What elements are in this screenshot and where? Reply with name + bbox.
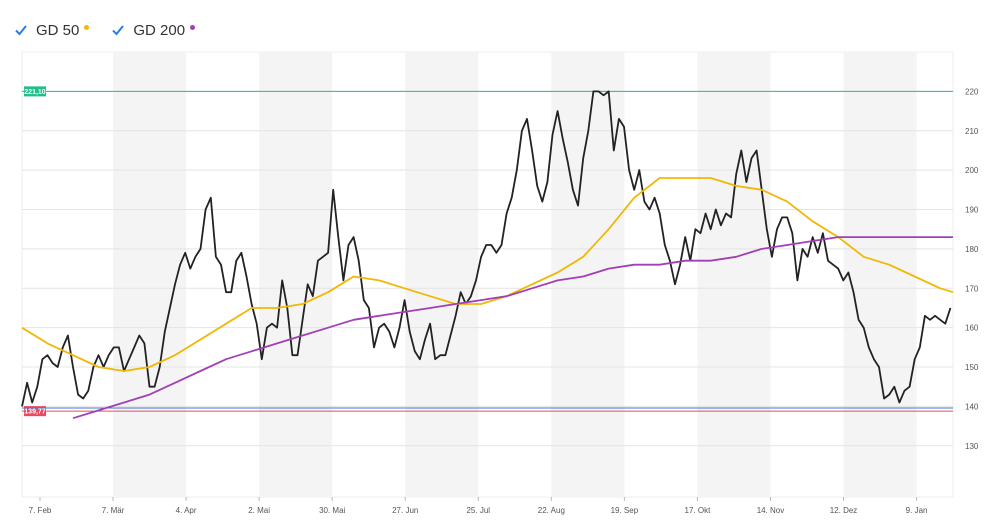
series-line-gd50	[21, 177, 954, 372]
x-tick-label: 7. Feb	[29, 506, 52, 515]
legend-item-gd50[interactable]: GD 50	[14, 21, 90, 39]
y-tick-label: 160	[965, 324, 979, 333]
grid-band	[697, 52, 771, 497]
y-tick-label: 210	[965, 127, 979, 136]
x-tick-label: 27. Jun	[392, 506, 418, 515]
reference-badge-label: 139,77	[24, 409, 46, 416]
x-tick-label: 4. Apr	[176, 506, 197, 515]
checkmark-icon	[112, 25, 125, 36]
y-tick-label: 140	[965, 402, 979, 411]
x-tick-label: 14. Nov	[757, 506, 785, 515]
grid-band	[113, 52, 187, 497]
x-tick-label: 9. Jan	[906, 506, 928, 515]
x-tick-label: 30. Mai	[319, 506, 345, 515]
y-tick-label: 200	[965, 166, 979, 175]
reference-badge	[24, 86, 46, 97]
grid-band	[259, 52, 333, 497]
legend-color-dot	[190, 24, 196, 30]
chart-legend: GD 50 GD 200	[14, 20, 217, 40]
grid-band	[843, 52, 917, 497]
x-tick-label: 12. Dez	[830, 506, 858, 515]
x-tick-label: 19. Sep	[611, 506, 639, 515]
checkmark-icon	[15, 25, 27, 36]
x-tick-label: 22. Aug	[538, 506, 565, 515]
x-tick-label: 7. Mär	[102, 506, 125, 515]
y-tick-label: 170	[965, 284, 979, 293]
reference-badge-label: 221,10	[24, 89, 46, 96]
y-tick-label: 220	[965, 87, 979, 96]
x-tick-label: 25. Jul	[466, 506, 490, 515]
series-line-price	[21, 90, 952, 407]
legend-color-dot	[84, 24, 90, 30]
y-tick-label: 190	[965, 206, 979, 215]
series-line-gd200	[72, 236, 953, 420]
legend-label-gd50: GD 50	[36, 21, 80, 39]
y-tick-label: 180	[965, 245, 979, 254]
x-tick-label: 2. Mai	[248, 506, 270, 515]
legend-item-gd200[interactable]: GD 200	[111, 21, 196, 39]
legend-label-gd200: GD 200	[133, 21, 186, 39]
y-tick-label: 150	[965, 363, 979, 372]
y-tick-label: 130	[965, 442, 979, 451]
plot-area	[21, 51, 954, 498]
grid-band	[405, 52, 479, 497]
reference-badge	[24, 406, 46, 417]
x-tick-label: 17. Okt	[685, 506, 712, 515]
